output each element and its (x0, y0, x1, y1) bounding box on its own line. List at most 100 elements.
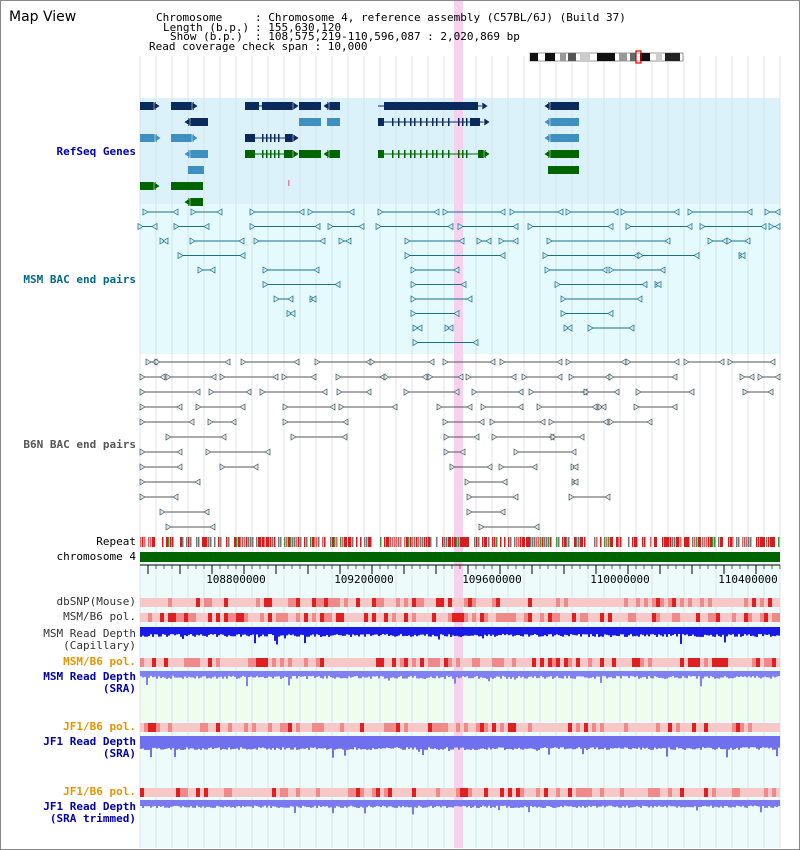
msm-bac-pair (375, 222, 454, 231)
heat-cell (260, 613, 264, 622)
depth-bar (592, 671, 594, 677)
depth-bar (364, 800, 366, 814)
heat-cell (596, 613, 600, 622)
heat-cell (452, 723, 456, 732)
depth-bar (162, 671, 164, 678)
depth-bar (272, 736, 274, 749)
heat-cell (308, 613, 312, 622)
depth-bar (270, 627, 272, 635)
heat-cell (728, 613, 732, 622)
repeat-element (758, 537, 760, 547)
bac-end (673, 208, 680, 216)
heat-cell (388, 788, 392, 797)
gene-exon (548, 134, 579, 142)
depth-bar (762, 800, 764, 807)
chromosome-ideogram[interactable] (529, 50, 684, 64)
msm-bac-pair (189, 237, 245, 245)
depth-bar (536, 627, 538, 635)
heat-cell (428, 613, 432, 622)
track-label-dbsnp[interactable]: dbSNP(Mouse) (56, 595, 136, 608)
depth-bar (776, 736, 778, 757)
b6n-bac-pair (466, 508, 506, 516)
depth-bar (472, 736, 474, 749)
heat-cell (372, 658, 376, 667)
heat-cell (228, 598, 232, 607)
depth-bar (140, 671, 142, 677)
heat-cell (356, 723, 360, 732)
track-label-b6n-bac[interactable]: B6N BAC end pairs (23, 438, 136, 451)
track-label-msm-bac[interactable]: MSM BAC end pairs (23, 273, 136, 286)
b6n-bac-pair (608, 418, 653, 426)
depth-bar (568, 627, 570, 637)
heat-cell (500, 723, 504, 732)
track-label-jf1-b6-pol-trimmed[interactable]: JF1/B6 pol. (63, 785, 136, 798)
gene-strand-arrow (191, 101, 199, 111)
track-label-jf1-depth-sra[interactable]: JF1 Read Depth (43, 735, 136, 748)
heat-cell (360, 788, 364, 797)
heat-cell (744, 613, 748, 622)
track-label-jf1-depth-trimmed[interactable]: JF1 Read Depth (43, 800, 136, 813)
bac-end (707, 237, 714, 245)
depth-bar (754, 736, 756, 748)
depth-bar (738, 736, 740, 750)
bac-end (239, 403, 246, 411)
track-label-repeat[interactable]: Repeat (96, 535, 136, 548)
msm-bac-pair (442, 208, 506, 216)
depth-bar (468, 627, 470, 636)
depth-bar (190, 671, 192, 678)
heat-cell (692, 723, 696, 732)
heat-cell (312, 658, 316, 667)
heat-cell (276, 788, 280, 797)
depth-bar (238, 671, 240, 679)
depth-bar (494, 736, 496, 749)
track-label-msm-b6-pol[interactable]: MSM/B6 pol. (63, 610, 136, 623)
heat-cell (212, 598, 216, 607)
depth-bar (600, 671, 602, 683)
heat-cell (536, 788, 540, 797)
b6n-bac-pair (568, 493, 611, 501)
depth-bar (508, 627, 510, 636)
depth-bar (520, 736, 522, 750)
b6n-bac-pair (208, 388, 252, 396)
heat-cell (676, 598, 680, 607)
repeat-element (742, 537, 744, 547)
track-label-refseq[interactable]: RefSeq Genes (56, 145, 136, 158)
b6n-bac-track[interactable] (139, 358, 781, 531)
depth-bar (494, 800, 496, 808)
heat-cell (720, 723, 724, 732)
repeat-element (256, 537, 258, 547)
bac-end (604, 493, 611, 501)
heat-cell (276, 658, 280, 667)
heat-cell (512, 723, 516, 732)
heat-cell (188, 613, 192, 622)
heat-cell (716, 598, 720, 607)
repeat-element (270, 537, 272, 547)
heat-cell (496, 613, 500, 622)
track-label-msm-depth-capillary[interactable]: MSM Read Depth (43, 627, 136, 640)
b6n-bac-pair (499, 358, 563, 366)
depth-bar (580, 627, 582, 637)
msm-bac-pair (546, 237, 671, 245)
depth-bar (586, 800, 588, 808)
heat-cell (480, 723, 484, 732)
track-label-jf1-b6-pol[interactable]: JF1/B6 pol. (63, 720, 136, 733)
heat-cell (732, 788, 736, 797)
gene-model (543, 117, 579, 127)
track-label-msm-depth-sra[interactable]: MSM Read Depth (43, 670, 136, 683)
bac-end (442, 418, 449, 426)
page-title: Map View (9, 9, 77, 25)
msm-bac-track[interactable] (137, 208, 781, 347)
depth-bar (276, 800, 278, 808)
track-label-msm-b6-pol-sra[interactable]: MSM/B6 pol. (63, 655, 136, 668)
gene-exon (420, 118, 422, 126)
refseq-genes-track[interactable] (140, 101, 579, 207)
repeat-track[interactable] (140, 537, 780, 547)
depth-bar (760, 627, 762, 635)
gene-exon (426, 150, 428, 158)
bac-end (774, 373, 781, 381)
depth-bar (714, 800, 716, 807)
depth-bar (744, 627, 746, 635)
depth-bar (392, 800, 394, 808)
heat-cell (160, 598, 164, 607)
